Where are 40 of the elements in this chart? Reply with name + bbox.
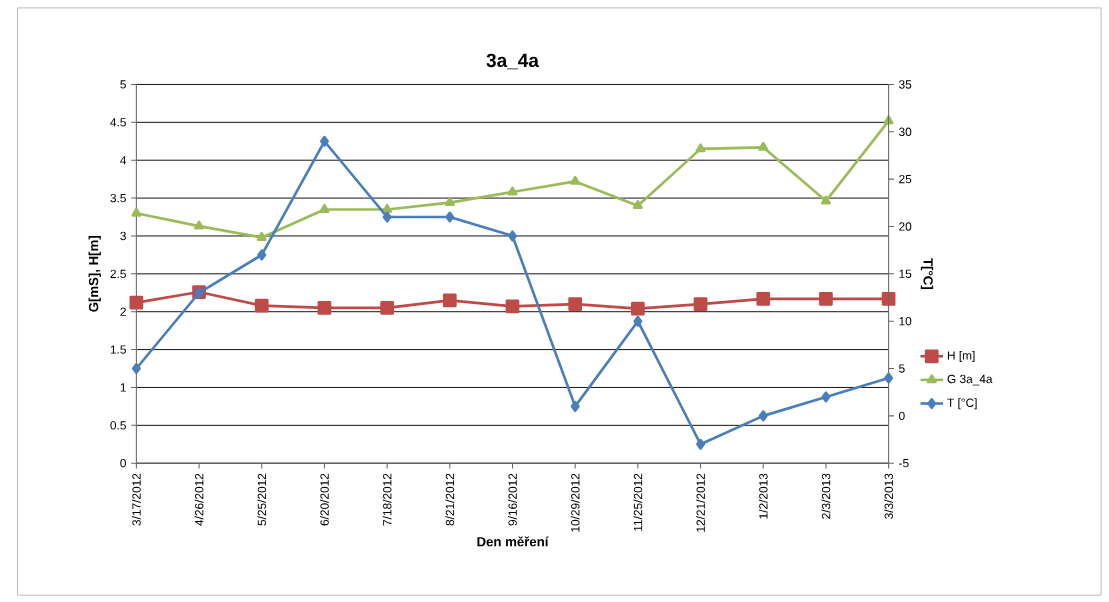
y-tick-label: 1.5 (110, 345, 126, 354)
y2-tick-label: 30 (899, 127, 912, 137)
x-tick-label: 3/3/2013 (884, 473, 893, 520)
y2-tick-label: 35 (899, 80, 912, 89)
y2-tick-label: 25 (899, 175, 912, 184)
y2-tick-label: -5 (899, 459, 909, 468)
y2-tick-label: 15 (899, 269, 912, 279)
y-tick-label: 1 (120, 383, 126, 392)
y-tick-label: 2 (120, 307, 126, 316)
x-tick-label: 12/21/2012 (696, 473, 705, 532)
y-tick-label: 4 (120, 156, 127, 165)
x-tick-label: 1/2/2013 (758, 473, 768, 519)
y-axis-title: G[mS], H[m] (88, 236, 101, 312)
y-tick-label: 5 (120, 80, 126, 89)
x-tick-label: 9/16/2012 (508, 473, 517, 526)
y2-tick-label: 5 (899, 364, 905, 373)
x-tick-label: 8/21/2012 (445, 473, 455, 526)
x-tick-label: 2/3/2013 (821, 473, 831, 519)
y-tick-label: 3 (120, 231, 126, 241)
y-tick-label: 3.5 (110, 193, 126, 203)
y2-tick-label: 0 (899, 411, 905, 421)
chart-title: 3a_4a (486, 53, 540, 70)
y2-tick-label: 10 (899, 317, 912, 326)
x-tick-label: 6/20/2012 (320, 473, 329, 526)
x-tick-label: 7/18/2012 (382, 473, 392, 526)
y-tick-label: 4.5 (110, 118, 126, 127)
y2-tick-label: 20 (899, 222, 912, 231)
x-tick-label: 4/26/2012 (194, 473, 204, 526)
legend-label: H [m] (947, 351, 975, 363)
x-tick-label: 10/29/2012 (570, 473, 580, 532)
y-tick-label: 0.5 (110, 421, 126, 430)
legend-label: G 3a_4a (947, 374, 993, 386)
x-tick-label: 11/25/2012 (633, 473, 643, 531)
y-tick-label: 0 (120, 459, 126, 468)
y2-axis-title: T[°C] (920, 258, 934, 290)
x-tick-label: 5/25/2012 (257, 473, 267, 526)
x-axis-title: Den měření (477, 536, 549, 547)
x-tick-label: 3/17/2012 (132, 473, 141, 526)
y-tick-label: 2.5 (110, 269, 126, 279)
legend-label: T [°C] (947, 398, 977, 410)
